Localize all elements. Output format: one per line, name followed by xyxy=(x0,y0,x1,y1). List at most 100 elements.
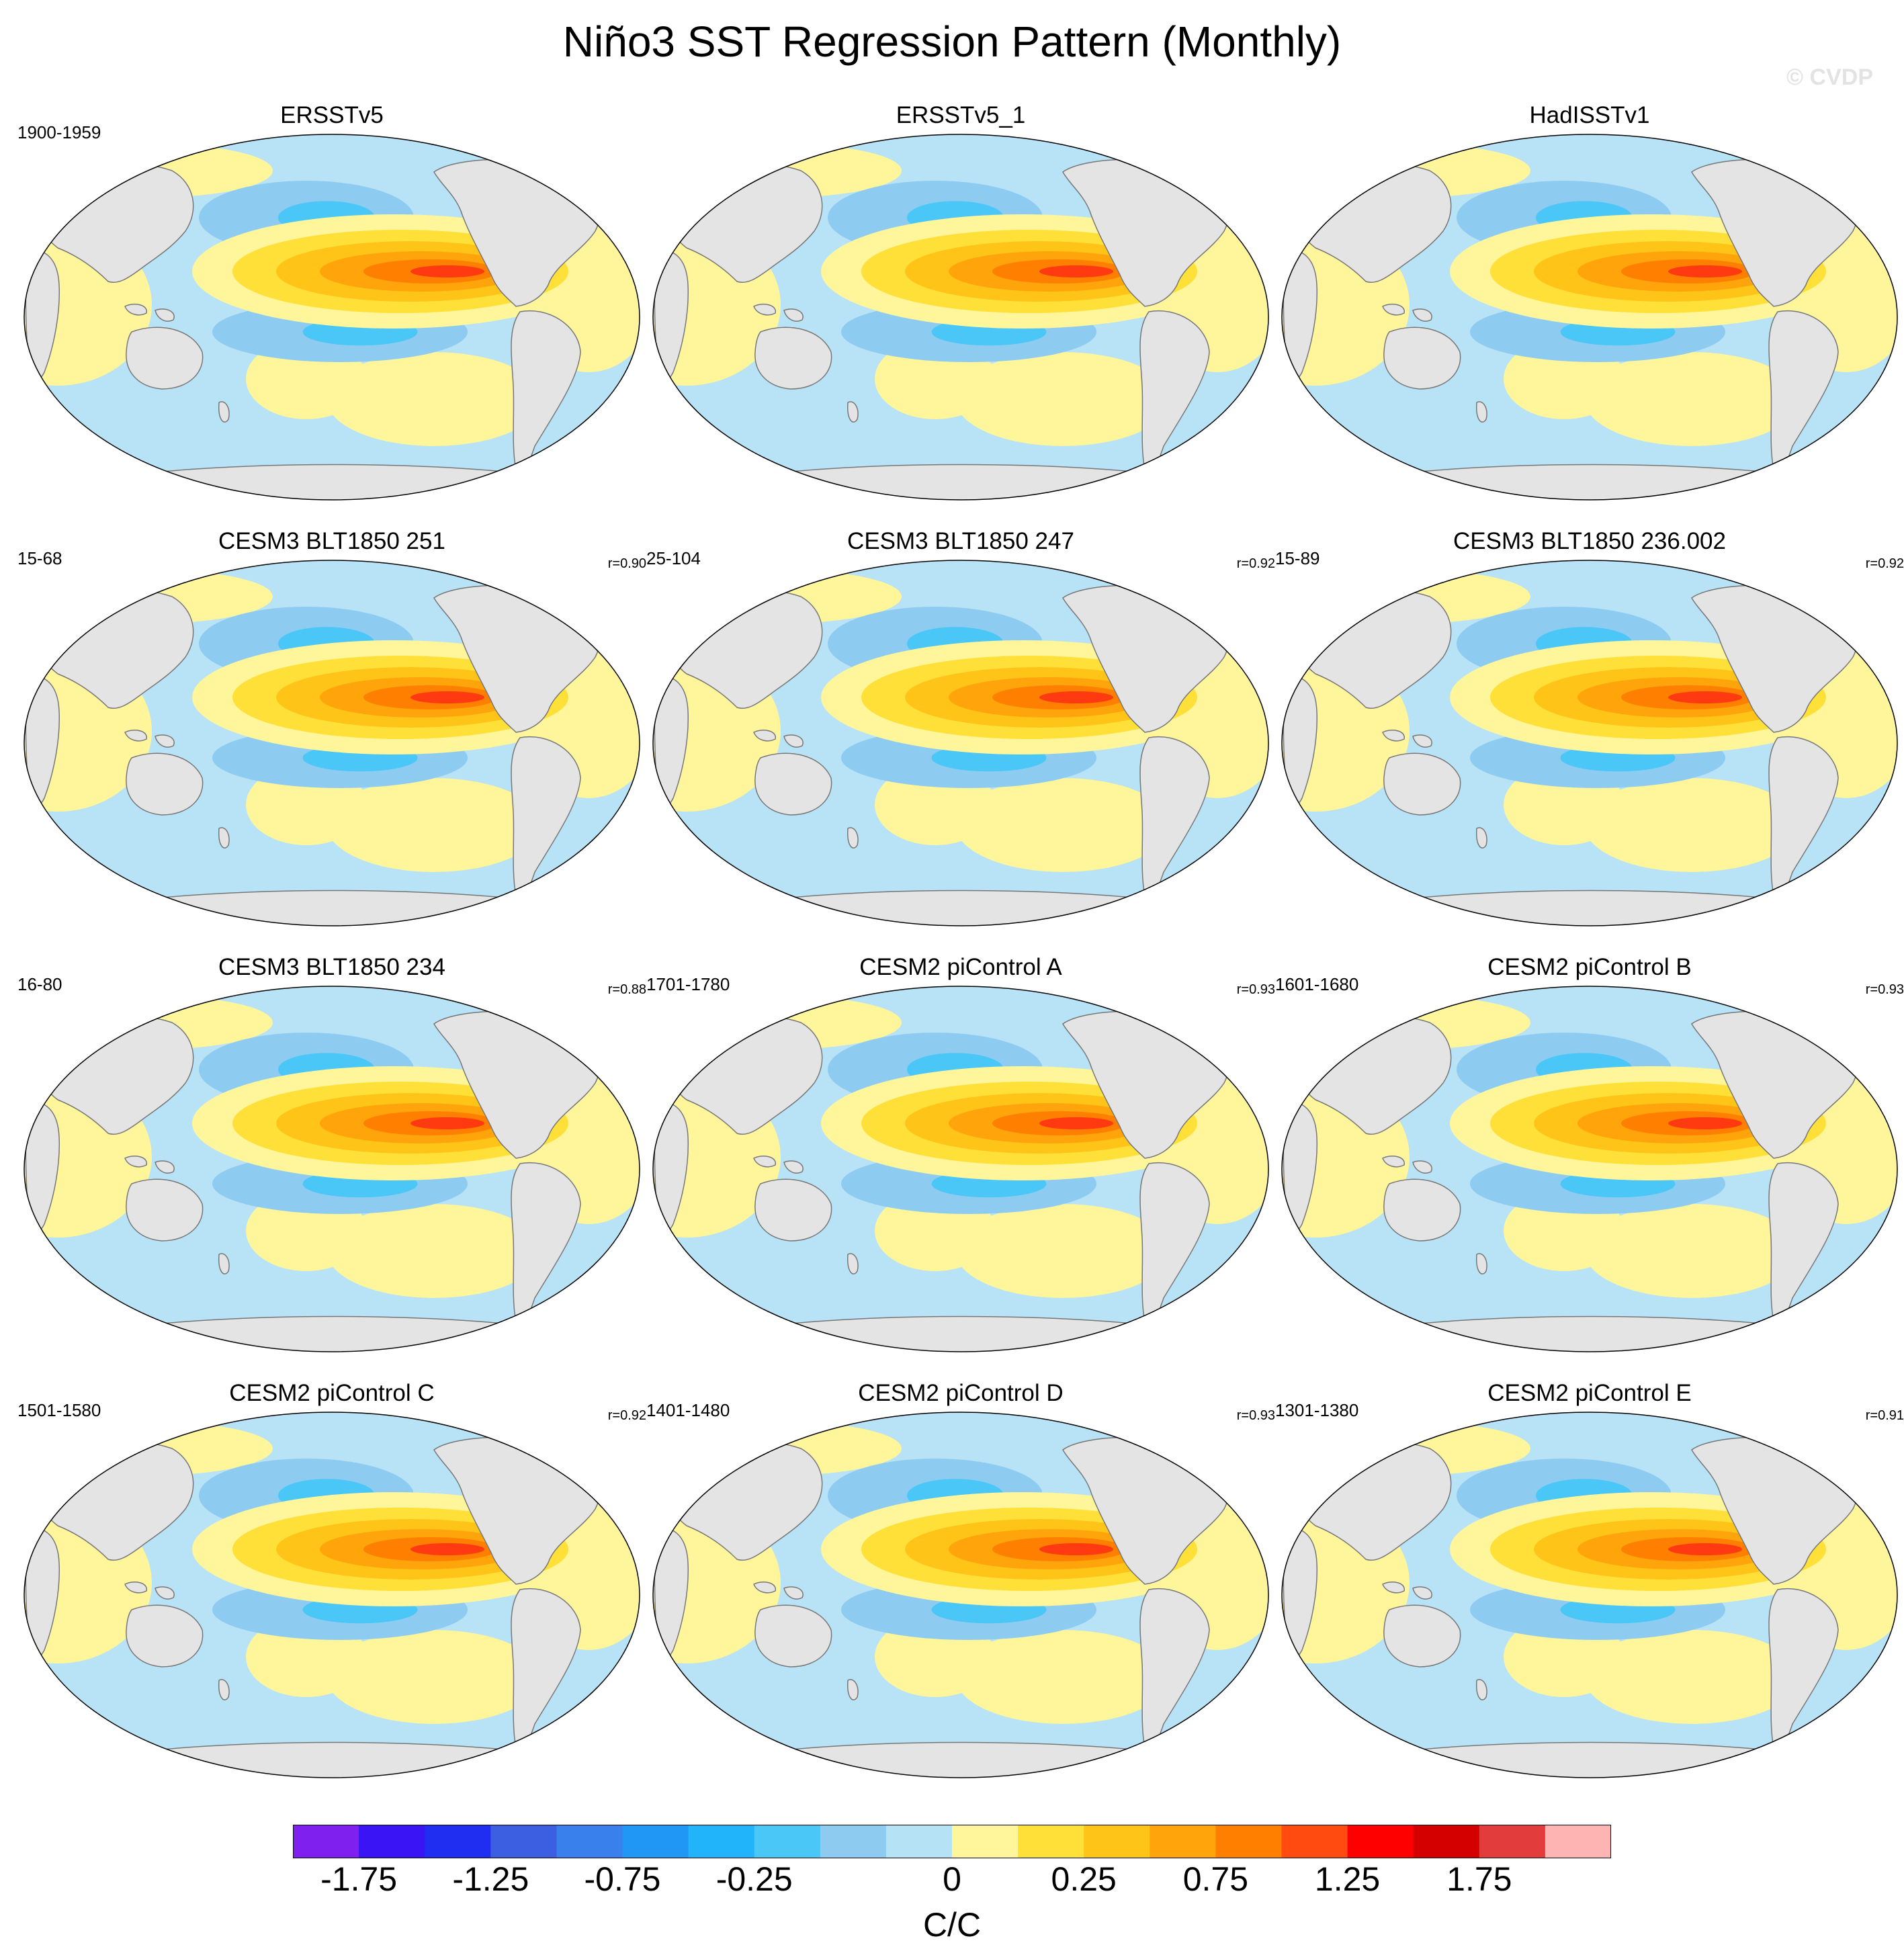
positive-anomaly-patch xyxy=(1584,352,1799,446)
landmass xyxy=(574,155,640,200)
map-panel: CESM3 BLT1850 234 16-80 r=0.88 xyxy=(17,953,646,1356)
landmass xyxy=(1203,155,1268,200)
panel-correlation: r=0.92 xyxy=(1865,556,1904,571)
colorbar-segment xyxy=(490,1825,557,1858)
landmass xyxy=(654,1102,689,1231)
colorbar xyxy=(293,1825,1611,1858)
landmass xyxy=(783,308,804,322)
landmass xyxy=(1476,401,1487,423)
map-panel: HadISSTv1 xyxy=(1275,101,1904,504)
panel-title: CESM3 BLT1850 236.002 xyxy=(1453,528,1726,554)
landmass xyxy=(574,1432,640,1477)
positive-anomaly-patch xyxy=(327,778,542,872)
landmass xyxy=(1383,327,1461,390)
map-panel: CESM3 BLT1850 247 25-104 r=0.92 xyxy=(646,527,1275,930)
panel-title: CESM2 piControl A xyxy=(859,954,1062,980)
landmass xyxy=(1412,308,1432,322)
landmass xyxy=(753,1156,776,1168)
landmass xyxy=(1831,1432,1897,1477)
colorbar-segment xyxy=(1347,1825,1414,1858)
landmass xyxy=(126,327,204,390)
landmass xyxy=(1831,580,1897,625)
map-border xyxy=(24,1412,640,1778)
landmass xyxy=(1412,1160,1432,1174)
panel-correlation: r=0.91 xyxy=(1865,1408,1904,1423)
panel-title: CESM3 BLT1850 247 xyxy=(847,528,1074,554)
world-map xyxy=(652,986,1269,1352)
world-map xyxy=(652,560,1269,926)
map-border xyxy=(1281,134,1898,501)
colorbar-segment xyxy=(1479,1825,1546,1858)
landmass xyxy=(124,1156,147,1168)
map-panel: CESM3 BLT1850 236.002 15-89 r=0.92 xyxy=(1275,527,1904,930)
warm-tongue-contour xyxy=(410,691,484,703)
colorbar-segment xyxy=(754,1825,821,1858)
landmass xyxy=(155,308,175,322)
panel-title: CESM3 BLT1850 251 xyxy=(218,528,445,554)
landmass xyxy=(1383,1604,1461,1668)
map-border xyxy=(24,560,640,926)
colorbar-tick-label: 1.75 xyxy=(1446,1860,1512,1898)
landmass xyxy=(1831,1006,1897,1051)
landmass xyxy=(1283,1528,1318,1657)
cvdp-watermark: © CVDP xyxy=(1786,64,1873,90)
panel-period: 16-80 xyxy=(17,974,62,994)
landmass xyxy=(1383,752,1461,816)
map-panel: CESM3 BLT1850 251 15-68 r=0.90 xyxy=(17,527,646,930)
landmass xyxy=(783,1160,804,1174)
warm-tongue-contour xyxy=(410,1543,484,1555)
warm-tongue-contour xyxy=(1039,1543,1113,1555)
landmass xyxy=(783,1586,804,1600)
landmass xyxy=(1203,1006,1268,1051)
panel-period: 15-68 xyxy=(17,548,62,568)
warm-tongue-contour xyxy=(1668,691,1742,703)
panel-correlation: r=0.90 xyxy=(607,556,646,571)
landmass xyxy=(1382,304,1405,316)
landmass xyxy=(847,1253,859,1274)
warm-tongue-contour xyxy=(410,265,484,277)
colorbar-segment xyxy=(1281,1825,1348,1858)
landmass xyxy=(155,1586,175,1600)
panel-title: CESM2 piControl E xyxy=(1487,1380,1692,1406)
landmass xyxy=(1203,580,1268,625)
landmass xyxy=(124,304,147,316)
panel-correlation: r=0.92 xyxy=(607,1408,646,1423)
landmass xyxy=(1382,730,1405,742)
map-border xyxy=(652,134,1269,501)
landmass xyxy=(155,734,175,748)
colorbar-tick-label: -0.25 xyxy=(716,1860,793,1898)
colorbar-border xyxy=(293,1825,1611,1858)
landmass xyxy=(218,1253,230,1274)
panel-title: CESM2 piControl D xyxy=(858,1380,1064,1406)
warm-tongue-contour xyxy=(1039,265,1113,277)
colorbar-segment xyxy=(688,1825,755,1858)
panel-period: 1900-1959 xyxy=(17,122,101,142)
colorbar-tick-label: -1.75 xyxy=(320,1860,398,1898)
colorbar-segment xyxy=(293,1825,359,1858)
colorbar-segment xyxy=(885,1825,953,1858)
landmass xyxy=(1476,1679,1487,1700)
panel-correlation: r=0.92 xyxy=(1236,556,1275,571)
colorbar-segment xyxy=(952,1825,1019,1858)
positive-anomaly-patch xyxy=(955,1204,1170,1298)
figure-title: Niño3 SST Regression Pattern (Monthly) xyxy=(562,17,1342,66)
map-border xyxy=(652,560,1269,926)
colorbar-units: C/C xyxy=(922,1906,982,1944)
colorbar-segment xyxy=(425,1825,491,1858)
landmass xyxy=(25,1102,60,1231)
landmass xyxy=(1383,1178,1461,1242)
world-map xyxy=(1281,986,1898,1352)
panel-period: 1301-1380 xyxy=(1275,1400,1359,1420)
landmass xyxy=(654,1528,689,1657)
landmass xyxy=(155,1160,175,1174)
map-panel: CESM2 piControl C 1501-1580 r=0.92 xyxy=(17,1379,646,1782)
world-map xyxy=(24,986,640,1352)
colorbar-segment xyxy=(359,1825,425,1858)
panel-title: CESM3 BLT1850 234 xyxy=(218,954,445,980)
landmass xyxy=(1283,676,1318,806)
colorbar-tick-label: 0.25 xyxy=(1051,1860,1117,1898)
landmass xyxy=(754,1178,832,1242)
landmass xyxy=(218,1679,230,1700)
colorbar-segment xyxy=(1084,1825,1150,1858)
positive-anomaly-patch xyxy=(1584,1630,1799,1724)
